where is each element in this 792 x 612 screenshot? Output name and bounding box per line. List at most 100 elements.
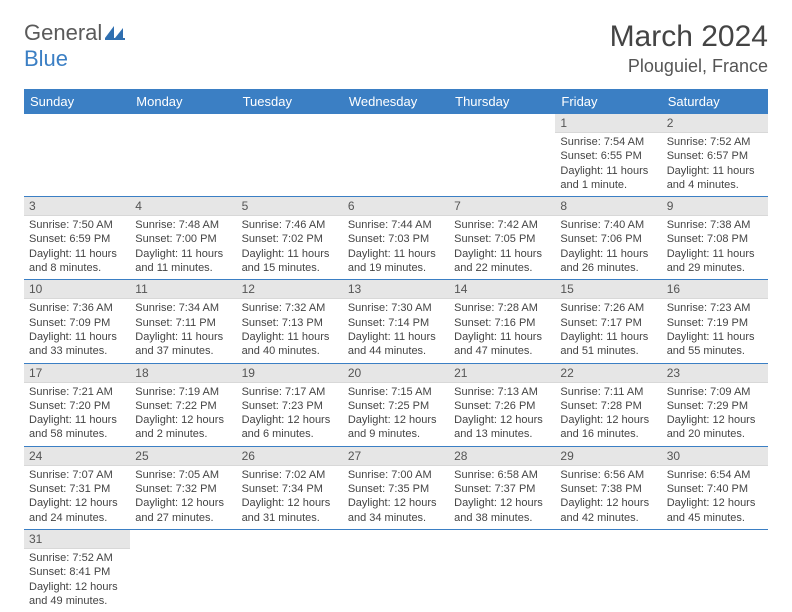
daylight-text: Daylight: 12 hours and 27 minutes. (135, 496, 231, 525)
sunrise-text: Sunrise: 7:11 AM (560, 385, 656, 399)
daylight-text: Daylight: 11 hours and 33 minutes. (29, 330, 125, 359)
daylight-text: Daylight: 12 hours and 13 minutes. (454, 413, 550, 442)
calendar-cell (130, 529, 236, 612)
sunrise-text: Sunrise: 7:44 AM (348, 218, 444, 232)
sunrise-text: Sunrise: 7:36 AM (29, 301, 125, 315)
sunset-text: Sunset: 7:29 PM (667, 399, 763, 413)
day-details: Sunrise: 7:30 AMSunset: 7:14 PMDaylight:… (343, 299, 449, 362)
sunrise-text: Sunrise: 7:52 AM (667, 135, 763, 149)
sunrise-text: Sunrise: 7:32 AM (242, 301, 338, 315)
calendar-cell: 16Sunrise: 7:23 AMSunset: 7:19 PMDayligh… (662, 280, 768, 363)
day-details: Sunrise: 7:36 AMSunset: 7:09 PMDaylight:… (24, 299, 130, 362)
daylight-text: Daylight: 11 hours and 29 minutes. (667, 247, 763, 276)
sunrise-text: Sunrise: 7:07 AM (29, 468, 125, 482)
sunrise-text: Sunrise: 7:15 AM (348, 385, 444, 399)
day-number: 7 (449, 197, 555, 216)
day-number: 29 (555, 447, 661, 466)
day-details: Sunrise: 6:54 AMSunset: 7:40 PMDaylight:… (662, 466, 768, 529)
sunset-text: Sunset: 7:34 PM (242, 482, 338, 496)
day-details: Sunrise: 7:54 AMSunset: 6:55 PMDaylight:… (555, 133, 661, 196)
sunset-text: Sunset: 7:05 PM (454, 232, 550, 246)
day-details: Sunrise: 7:09 AMSunset: 7:29 PMDaylight:… (662, 383, 768, 446)
daylight-text: Daylight: 12 hours and 9 minutes. (348, 413, 444, 442)
daylight-text: Daylight: 11 hours and 44 minutes. (348, 330, 444, 359)
sunrise-text: Sunrise: 7:26 AM (560, 301, 656, 315)
calendar-cell: 29Sunrise: 6:56 AMSunset: 7:38 PMDayligh… (555, 446, 661, 529)
calendar-cell: 21Sunrise: 7:13 AMSunset: 7:26 PMDayligh… (449, 363, 555, 446)
daylight-text: Daylight: 11 hours and 4 minutes. (667, 164, 763, 193)
day-number: 28 (449, 447, 555, 466)
calendar-cell: 25Sunrise: 7:05 AMSunset: 7:32 PMDayligh… (130, 446, 236, 529)
daylight-text: Daylight: 12 hours and 2 minutes. (135, 413, 231, 442)
logo: General (24, 20, 125, 46)
day-number: 10 (24, 280, 130, 299)
day-number: 20 (343, 364, 449, 383)
daylight-text: Daylight: 12 hours and 16 minutes. (560, 413, 656, 442)
sunset-text: Sunset: 6:59 PM (29, 232, 125, 246)
sunset-text: Sunset: 7:22 PM (135, 399, 231, 413)
day-header-row: Sunday Monday Tuesday Wednesday Thursday… (24, 89, 768, 114)
day-header: Tuesday (237, 89, 343, 114)
day-details: Sunrise: 6:56 AMSunset: 7:38 PMDaylight:… (555, 466, 661, 529)
day-number: 2 (662, 114, 768, 133)
calendar-cell: 28Sunrise: 6:58 AMSunset: 7:37 PMDayligh… (449, 446, 555, 529)
day-number: 31 (24, 530, 130, 549)
day-number: 3 (24, 197, 130, 216)
calendar-cell: 13Sunrise: 7:30 AMSunset: 7:14 PMDayligh… (343, 280, 449, 363)
day-header: Thursday (449, 89, 555, 114)
sunrise-text: Sunrise: 7:02 AM (242, 468, 338, 482)
day-number: 14 (449, 280, 555, 299)
calendar-cell: 17Sunrise: 7:21 AMSunset: 7:20 PMDayligh… (24, 363, 130, 446)
sunrise-text: Sunrise: 7:40 AM (560, 218, 656, 232)
sunrise-text: Sunrise: 7:05 AM (135, 468, 231, 482)
sunset-text: Sunset: 6:55 PM (560, 149, 656, 163)
daylight-text: Daylight: 12 hours and 42 minutes. (560, 496, 656, 525)
calendar-cell: 18Sunrise: 7:19 AMSunset: 7:22 PMDayligh… (130, 363, 236, 446)
calendar-cell (237, 114, 343, 197)
sunrise-text: Sunrise: 7:34 AM (135, 301, 231, 315)
sunset-text: Sunset: 7:20 PM (29, 399, 125, 413)
sunrise-text: Sunrise: 7:09 AM (667, 385, 763, 399)
day-number: 27 (343, 447, 449, 466)
sunrise-text: Sunrise: 7:42 AM (454, 218, 550, 232)
day-header: Saturday (662, 89, 768, 114)
calendar-row: 3 Sunrise: 7:50 AMSunset: 6:59 PM Daylight… (24, 197, 768, 280)
calendar-cell (662, 529, 768, 612)
sunset-text: Sunset: 7:13 PM (242, 316, 338, 330)
day-details: Sunrise: 7:46 AMSunset: 7:02 PMDaylight:… (237, 216, 343, 279)
calendar-cell: 20Sunrise: 7:15 AMSunset: 7:25 PMDayligh… (343, 363, 449, 446)
day-details: Sunrise: 7:34 AMSunset: 7:11 PMDaylight:… (130, 299, 236, 362)
daylight-text: Daylight: 12 hours and 24 minutes. (29, 496, 125, 525)
daylight-text: Daylight: 12 hours and 31 minutes. (242, 496, 338, 525)
calendar-cell: 14Sunrise: 7:28 AMSunset: 7:16 PMDayligh… (449, 280, 555, 363)
calendar-row: 31Sunrise: 7:52 AMSunset: 8:41 PMDayligh… (24, 529, 768, 612)
calendar-cell: 8Sunrise: 7:40 AMSunset: 7:06 PMDaylight… (555, 197, 661, 280)
logo-sail-icon (105, 20, 125, 46)
sunrise-text: Sunrise: 7:19 AM (135, 385, 231, 399)
calendar-cell: 3Sunrise: 7:50 AMSunset: 6:59 PMDaylight… (24, 197, 130, 280)
day-details: Sunrise: 7:00 AMSunset: 7:35 PMDaylight:… (343, 466, 449, 529)
day-details: Sunrise: 7:11 AMSunset: 7:28 PMDaylight:… (555, 383, 661, 446)
sunrise-text: Sunrise: 7:46 AM (242, 218, 338, 232)
calendar-table: Sunday Monday Tuesday Wednesday Thursday… (24, 89, 768, 612)
day-details: Sunrise: 7:07 AMSunset: 7:31 PMDaylight:… (24, 466, 130, 529)
day-number: 21 (449, 364, 555, 383)
calendar-body: 1Sunrise: 7:54 AMSunset: 6:55 PMDaylight… (24, 114, 768, 612)
sunset-text: Sunset: 7:14 PM (348, 316, 444, 330)
calendar-cell: 10Sunrise: 7:36 AMSunset: 7:09 PMDayligh… (24, 280, 130, 363)
sunset-text: Sunset: 7:16 PM (454, 316, 550, 330)
sunset-text: Sunset: 7:09 PM (29, 316, 125, 330)
sunset-text: Sunset: 7:35 PM (348, 482, 444, 496)
sunset-text: Sunset: 8:41 PM (29, 565, 125, 579)
day-details: Sunrise: 7:44 AMSunset: 7:03 PMDaylight:… (343, 216, 449, 279)
daylight-text: Daylight: 11 hours and 22 minutes. (454, 247, 550, 276)
day-number: 8 (555, 197, 661, 216)
calendar-cell: 26Sunrise: 7:02 AMSunset: 7:34 PMDayligh… (237, 446, 343, 529)
day-details: Sunrise: 7:19 AMSunset: 7:22 PMDaylight:… (130, 383, 236, 446)
sunset-text: Sunset: 7:17 PM (560, 316, 656, 330)
calendar-cell: 23Sunrise: 7:09 AMSunset: 7:29 PMDayligh… (662, 363, 768, 446)
daylight-text: Daylight: 11 hours and 1 minute. (560, 164, 656, 193)
sunrise-text: Sunrise: 7:17 AM (242, 385, 338, 399)
day-header: Wednesday (343, 89, 449, 114)
sunrise-text: Sunrise: 7:50 AM (29, 218, 125, 232)
